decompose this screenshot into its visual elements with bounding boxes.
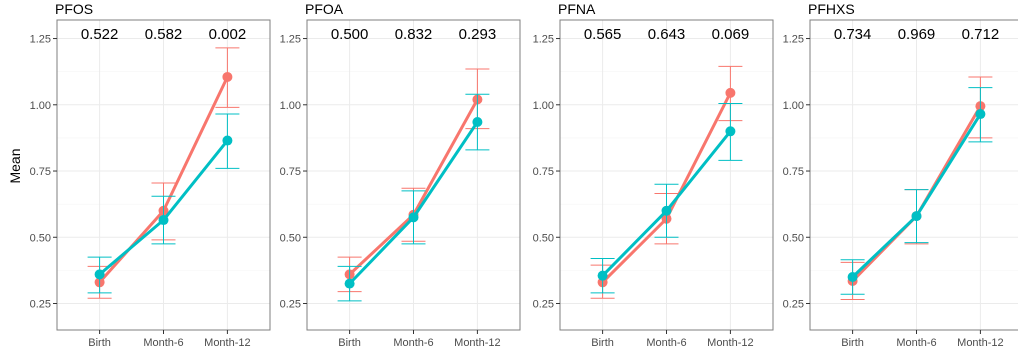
panel-pfos: 0.25 0.50 0.75 1.00 1.25 Birth Month-6 Month-12… (30, 1, 271, 349)
p-value-label: 0.712 (962, 26, 1000, 43)
data-point (222, 135, 233, 146)
y-tick-label: 0.25 (533, 299, 554, 311)
p-value-label: 0.500 (331, 26, 369, 43)
panel-title: PFHXS (808, 1, 855, 17)
data-point (597, 270, 608, 281)
x-tick-label: Month-6 (896, 337, 936, 349)
y-tick-label: 1.00 (533, 100, 554, 112)
p-value-label: 0.565 (584, 26, 622, 43)
data-point (725, 87, 736, 98)
x-tick-label: Birth (841, 337, 864, 349)
panel-frame (809, 19, 1018, 331)
y-tick-label: 0.50 (533, 232, 554, 244)
data-point (472, 117, 483, 128)
y-tick-label: 1.25 (30, 34, 51, 46)
p-value-label: 0.002 (209, 26, 247, 43)
panel-pfoa: 0.25 0.50 0.75 1.00 1.25 Birth Month-6 Month-12… (280, 1, 521, 349)
panel-title: PFOS (55, 1, 93, 17)
p-value-label: 0.969 (898, 26, 936, 43)
x-tick-label: Month-12 (204, 337, 250, 349)
x-tick-label: Month-12 (957, 337, 1003, 349)
series-2 (590, 102, 743, 294)
panel-title: PFOA (305, 1, 344, 17)
data-point (725, 126, 736, 137)
y-tick-label: 0.50 (30, 232, 51, 244)
y-tick-label: 1.25 (783, 34, 804, 46)
data-point (94, 269, 105, 280)
y-tick-label: 0.75 (30, 166, 51, 178)
y-tick-label: 1.00 (30, 100, 51, 112)
y-tick-label: 0.50 (280, 232, 301, 244)
x-tick-label: Birth (591, 337, 614, 349)
facet-panels: 0.25 0.50 0.75 1.00 1.25 Birth Month-6 Month-12… (30, 1, 1018, 349)
data-point (847, 272, 858, 283)
series-2 (87, 113, 240, 294)
y-tick-label: 0.25 (30, 299, 51, 311)
y-axis-label: Mean (7, 148, 23, 183)
y-tick-label: 0.75 (280, 166, 301, 178)
x-tick-label: Month-6 (143, 337, 183, 349)
y-tick-label: 0.50 (783, 232, 804, 244)
y-tick-label: 0.75 (533, 166, 554, 178)
y-tick-label: 1.25 (533, 34, 554, 46)
p-value-label: 0.522 (81, 26, 119, 43)
x-tick-label: Birth (338, 337, 361, 349)
panel-pfna: 0.25 0.50 0.75 1.00 1.25 Birth Month-6 Month-12… (533, 1, 774, 349)
data-point (222, 71, 233, 82)
data-point (911, 211, 922, 222)
p-value-label: 0.734 (834, 26, 872, 43)
p-value-label: 0.643 (648, 26, 686, 43)
y-tick-label: 1.25 (280, 34, 301, 46)
x-tick-label: Month-12 (707, 337, 753, 349)
data-point (344, 278, 355, 289)
p-value-label: 0.832 (395, 26, 433, 43)
series-2 (337, 93, 490, 302)
data-point (408, 212, 419, 223)
x-tick-label: Month-12 (454, 337, 500, 349)
y-tick-label: 1.00 (280, 100, 301, 112)
data-point (158, 215, 169, 226)
y-tick-label: 1.00 (783, 100, 804, 112)
y-tick-label: 0.25 (783, 299, 804, 311)
y-tick-label: 0.25 (280, 299, 301, 311)
panel-pfhxs: 0.25 0.50 0.75 1.00 1.25 Birth Month-6 Month-12… (783, 1, 1018, 349)
panel-title: PFNA (558, 1, 596, 17)
x-tick-label: Month-6 (393, 337, 433, 349)
y-tick-label: 0.75 (783, 166, 804, 178)
data-point (975, 109, 986, 120)
data-point (661, 205, 672, 216)
p-value-label: 0.069 (712, 26, 750, 43)
series-2 (840, 87, 993, 295)
x-tick-label: Birth (88, 337, 111, 349)
p-value-label: 0.582 (145, 26, 183, 43)
x-tick-label: Month-6 (646, 337, 686, 349)
p-value-label: 0.293 (459, 26, 497, 43)
